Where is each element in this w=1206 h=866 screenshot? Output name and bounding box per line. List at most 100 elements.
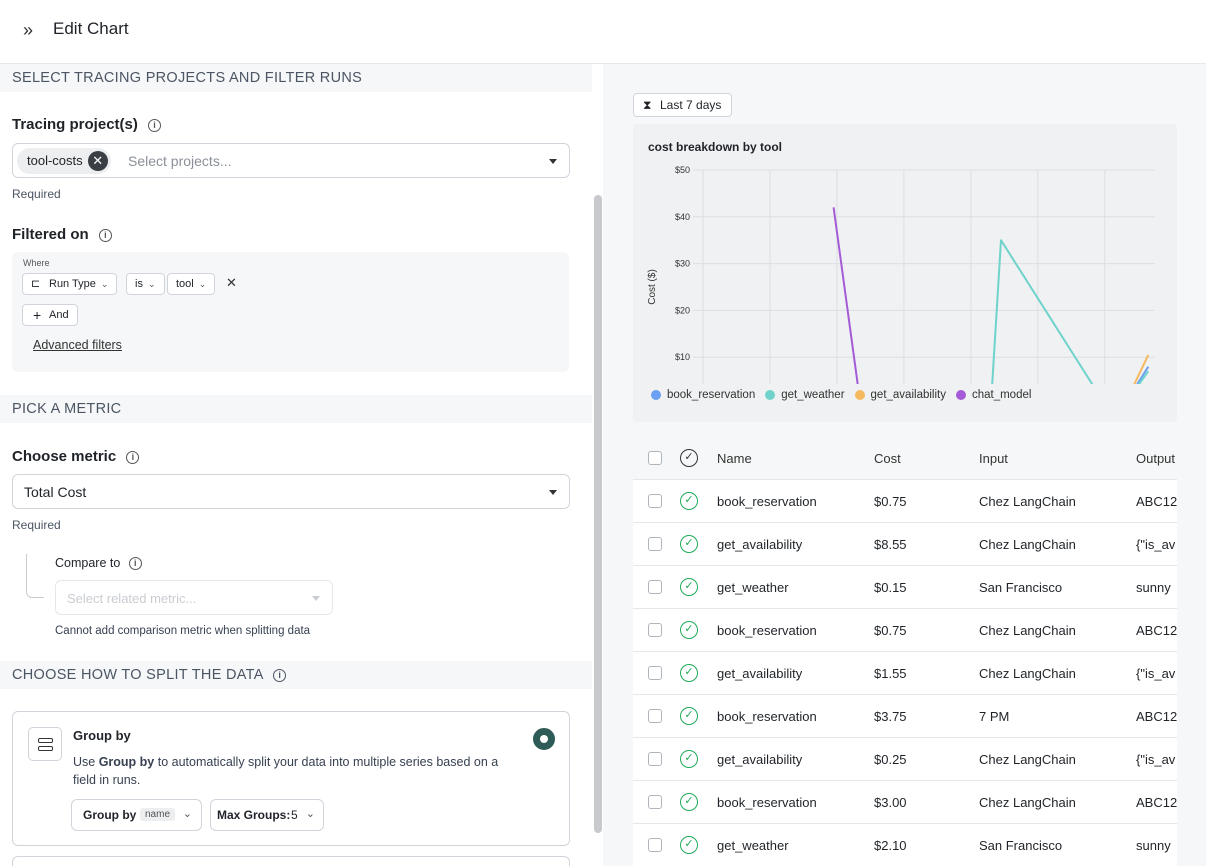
table-row[interactable]: ✓ book_reservation $0.75 Chez LangChain ABC1…: [633, 480, 1177, 523]
group-by-description: Use Group by to automatically split your…: [73, 755, 499, 787]
remove-filter-icon[interactable]: ✕: [226, 275, 237, 290]
tracing-projects-label: Tracing project(s) i: [12, 116, 162, 133]
cell-input: 7 PM: [979, 709, 1010, 724]
compare-note: Cannot add comparison metric when splitt…: [55, 625, 311, 637]
row-checkbox[interactable]: [648, 752, 662, 766]
table-row[interactable]: ✓ book_reservation $3.75 7 PM ABC123: [633, 695, 1177, 738]
info-icon[interactable]: i: [98, 228, 112, 242]
cell-output: {"is_av: [1136, 537, 1176, 552]
max-groups-select[interactable]: Max Groups: 5 ⌄: [210, 799, 324, 831]
column-header-name[interactable]: Name: [717, 451, 752, 466]
project-chip: tool-costs ✕: [17, 148, 111, 174]
success-check-icon: ✓: [680, 578, 698, 596]
cell-name: book_reservation: [717, 494, 817, 509]
table-row[interactable]: ✓ book_reservation $3.00 Chez LangChain ABC1…: [633, 781, 1177, 824]
info-icon[interactable]: i: [126, 450, 140, 464]
legend-dot-icon: [651, 390, 661, 400]
section-header-split: CHOOSE HOW TO SPLIT THE DATA i: [0, 661, 592, 689]
cell-name: book_reservation: [717, 795, 817, 810]
success-check-icon: ✓: [680, 621, 698, 639]
table-row[interactable]: ✓ get_weather $0.15 San Francisco sunny: [633, 566, 1177, 609]
table-row[interactable]: ✓ get_availability $1.55 Chez LangChain {"is…: [633, 652, 1177, 695]
success-check-icon: ✓: [680, 707, 698, 725]
tree-icon: ⊏: [31, 278, 41, 290]
caret-down-icon: [549, 158, 557, 164]
series-line-chat_model: [832, 207, 859, 384]
chart-title: cost breakdown by tool: [648, 140, 783, 154]
filter-value-select[interactable]: tool ⌄: [167, 273, 216, 295]
top-bar: » Edit Chart: [0, 0, 1206, 64]
success-check-icon: ✓: [680, 750, 698, 768]
row-checkbox[interactable]: [648, 795, 662, 809]
row-checkbox[interactable]: [648, 838, 662, 852]
row-checkbox[interactable]: [648, 537, 662, 551]
row-checkbox[interactable]: [648, 623, 662, 637]
double-chevron-right-icon[interactable]: »: [22, 19, 33, 40]
cell-cost: $0.15: [874, 580, 907, 595]
next-split-card[interactable]: [12, 856, 570, 866]
projects-select[interactable]: tool-costs ✕ Select projects...: [12, 143, 570, 178]
legend-item[interactable]: book_reservation: [651, 389, 755, 401]
success-check-icon: ✓: [680, 492, 698, 510]
cell-name: get_availability: [717, 537, 803, 552]
cell-output: {"is_av: [1136, 752, 1176, 767]
caret-down-icon: [549, 489, 557, 495]
table-row[interactable]: ✓ get_availability $0.25 Chez LangChain {"is…: [633, 738, 1177, 781]
legend-item[interactable]: get_availability: [854, 389, 946, 401]
select-all-checkbox[interactable]: [648, 451, 662, 465]
cell-output: ABC123: [1136, 494, 1177, 509]
info-icon[interactable]: i: [148, 118, 162, 132]
cell-cost: $0.75: [874, 623, 907, 638]
section-header-metric: PICK A METRIC: [0, 395, 592, 423]
chart-container: cost breakdown by tool $0$10$20$30$40$50…: [633, 124, 1177, 422]
cell-name: get_availability: [717, 752, 803, 767]
cell-input: Chez LangChain: [979, 494, 1076, 509]
group-by-field-select[interactable]: Group by name ⌄: [71, 799, 202, 831]
legend-item[interactable]: chat_model: [955, 389, 1031, 401]
group-by-radio[interactable]: [533, 728, 555, 750]
y-tick-label: $10: [675, 352, 690, 362]
cell-input: San Francisco: [979, 838, 1063, 853]
info-icon[interactable]: i: [128, 557, 142, 571]
column-header-input[interactable]: Input: [979, 451, 1008, 466]
add-and-button[interactable]: + And: [22, 304, 78, 326]
y-tick-label: $20: [675, 305, 690, 315]
chart-legend: book_reservation get_weather get_availabil…: [651, 389, 1031, 401]
legend-item[interactable]: get_weather: [765, 389, 845, 401]
chart-preview-panel: ⧗ Last 7 days cost breakdown by tool $0$…: [603, 64, 1206, 866]
info-icon[interactable]: i: [273, 668, 287, 682]
where-label: Where: [23, 258, 50, 268]
table-row[interactable]: ✓ get_weather $2.10 San Francisco sunny: [633, 824, 1177, 866]
table-row[interactable]: ✓ book_reservation $0.75 Chez LangChain ABC1…: [633, 609, 1177, 652]
row-checkbox[interactable]: [648, 494, 662, 508]
table-row[interactable]: ✓ get_availability $8.55 Chez LangChain {"is…: [633, 523, 1177, 566]
legend-label: book_reservation: [667, 389, 756, 401]
y-tick-label: $40: [675, 212, 690, 222]
success-check-icon: ✓: [680, 836, 698, 854]
column-header-output[interactable]: Output: [1136, 451, 1176, 466]
filter-field-select[interactable]: ⊏ Run Type ⌄: [22, 273, 118, 295]
filter-operator-select[interactable]: is ⌄: [126, 273, 165, 295]
required-note: Required: [12, 187, 61, 201]
row-checkbox[interactable]: [648, 666, 662, 680]
scrollbar[interactable]: [594, 195, 602, 833]
page-title: Edit Chart: [53, 19, 129, 38]
choose-metric-label: Choose metric i: [12, 448, 140, 465]
cell-output: ABC123: [1136, 623, 1177, 638]
time-range-button[interactable]: ⧗ Last 7 days: [633, 93, 733, 117]
group-by-card[interactable]: Group by Use Group by to automatically s…: [12, 711, 570, 846]
legend-label: get_weather: [781, 389, 845, 401]
column-header-cost[interactable]: Cost: [874, 451, 901, 466]
cell-name: book_reservation: [717, 709, 817, 724]
metric-select[interactable]: Total Cost: [12, 474, 570, 509]
y-axis-label: Cost ($): [647, 269, 658, 305]
cell-cost: $1.55: [874, 666, 907, 681]
remove-chip-icon[interactable]: ✕: [87, 151, 108, 171]
filtered-on-label: Filtered on i: [12, 226, 112, 243]
row-checkbox[interactable]: [648, 709, 662, 723]
required-note: Required: [12, 518, 61, 532]
advanced-filters-link[interactable]: Advanced filters: [33, 338, 122, 352]
row-checkbox[interactable]: [648, 580, 662, 594]
success-check-icon: ✓: [680, 793, 698, 811]
plus-icon: +: [33, 307, 42, 323]
